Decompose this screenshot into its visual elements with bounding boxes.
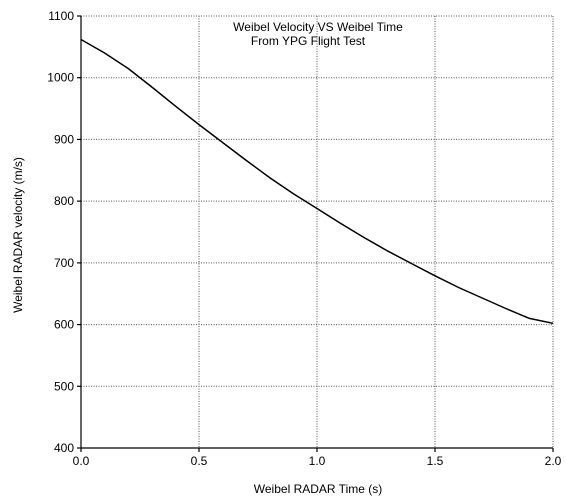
series-line-0 xyxy=(80,38,554,325)
axes xyxy=(77,15,554,452)
y-tick-label-4: 800 xyxy=(54,194,74,208)
x-tick-label-2: 1.0 xyxy=(309,454,326,468)
chart-subtitle: From YPG Flight Test xyxy=(251,34,366,48)
tick-labels: 400 500 600 700 800 900 1000 1100 0.0 0.5 1.0 1.5 2.… xyxy=(47,9,561,468)
x-tick-label-4: 2.0 xyxy=(545,454,562,468)
y-axis-label: Weibel RADAR velocity (m/s) xyxy=(11,157,25,313)
x-tick-label-3: 1.5 xyxy=(427,454,444,468)
y-tick-label-2: 600 xyxy=(54,318,74,332)
series-layer xyxy=(80,38,554,325)
x-tick-label-0: 0.0 xyxy=(73,454,90,468)
y-tick-label-5: 900 xyxy=(54,132,74,146)
y-tick-label-6: 1000 xyxy=(47,71,74,85)
x-axis-label: Weibel RADAR Time (s) xyxy=(254,482,382,496)
y-tick-label-7: 1100 xyxy=(48,9,74,23)
grid-lines xyxy=(81,15,554,448)
y-tick-label-3: 700 xyxy=(54,256,74,270)
y-tick-label-1: 500 xyxy=(54,379,74,393)
x-tick-label-1: 0.5 xyxy=(191,454,208,468)
chart-title: Weibel Velocity VS Weibel Time xyxy=(233,20,403,34)
y-tick-label-0: 400 xyxy=(54,441,74,455)
